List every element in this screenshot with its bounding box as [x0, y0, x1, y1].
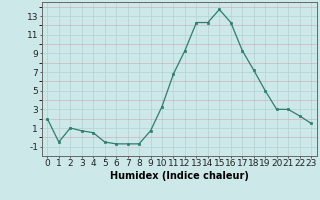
X-axis label: Humidex (Indice chaleur): Humidex (Indice chaleur)	[110, 171, 249, 181]
